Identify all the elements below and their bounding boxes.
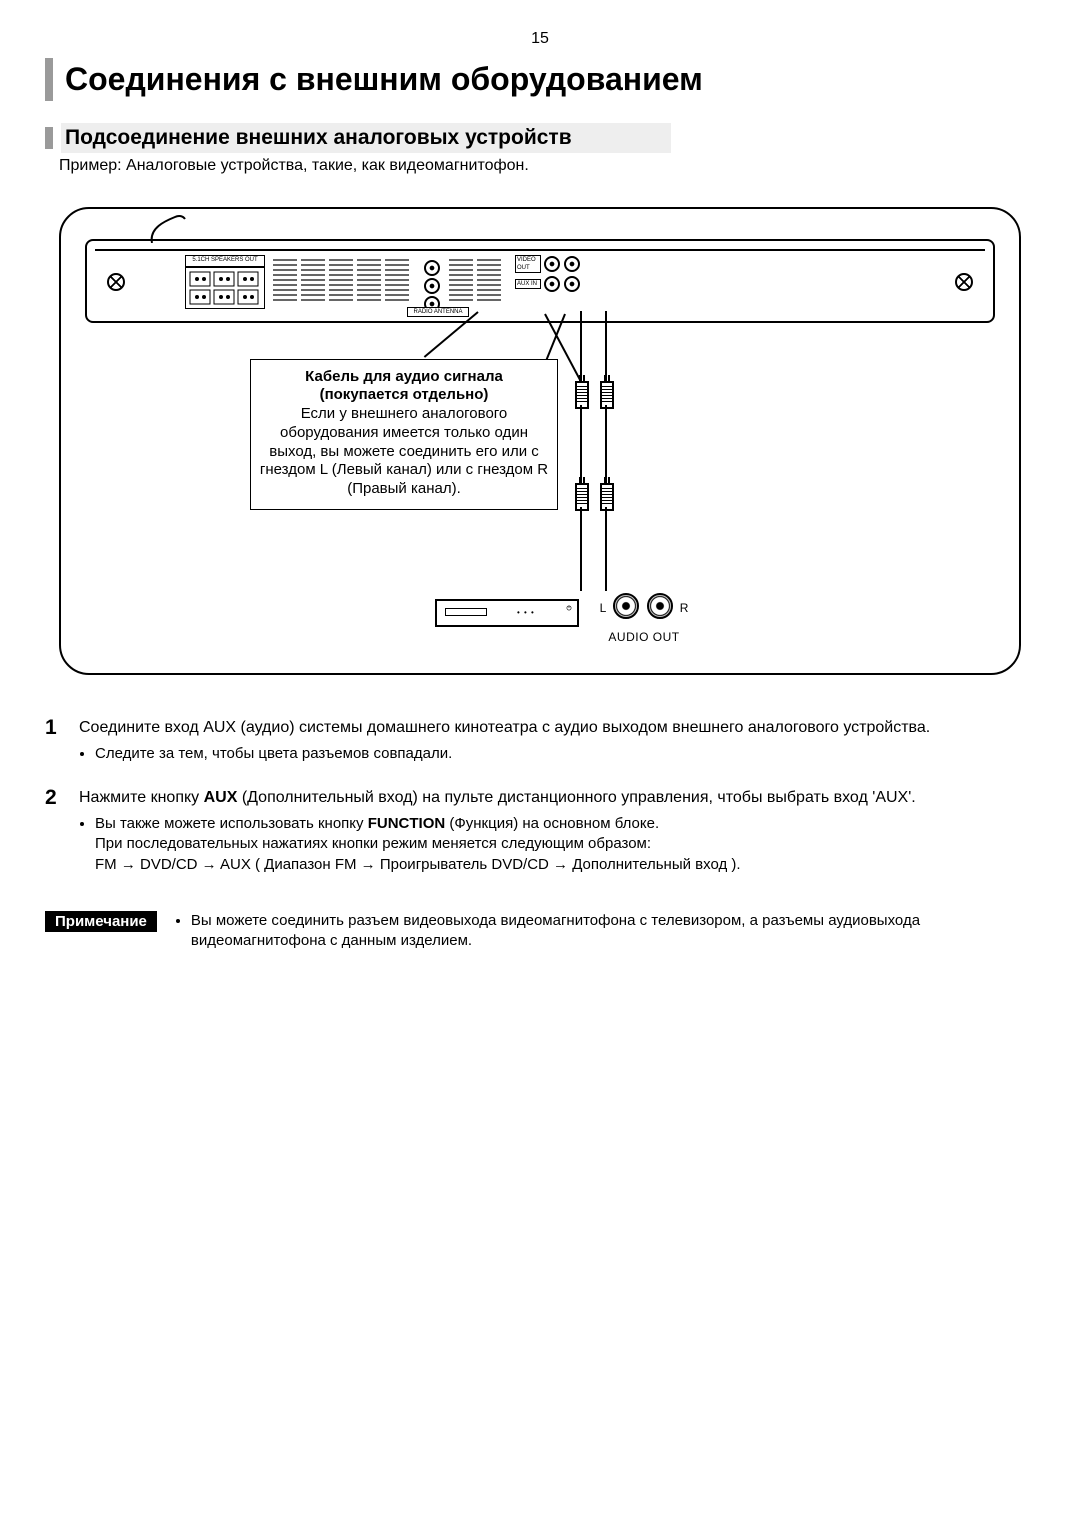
callout-title-2: (покупается отдельно) — [259, 386, 549, 405]
connection-diagram: 5.1CH SPEAKERS OUT — [59, 207, 1021, 675]
power-icon — [566, 605, 572, 611]
step-2-sequence: FM → DVD/CD → AUX ( Диапазон FM → Проигр… — [95, 856, 741, 873]
cable-plug-icon — [575, 381, 589, 409]
note-chip: Примечание — [45, 911, 157, 932]
cable-line — [605, 507, 607, 591]
callout-title-1: Кабель для аудио сигнала — [259, 368, 549, 387]
step-number: 2 — [45, 787, 79, 879]
external-device: • • • L R AUDIO OUT — [435, 599, 715, 637]
jack-icon — [564, 256, 580, 272]
step-2-text-b: (Дополнительный вход) на пульте дистанци… — [237, 789, 915, 806]
section-heading: Подсоединение внешних аналоговых устройс… — [45, 123, 1035, 153]
device-top-edge — [95, 239, 985, 251]
vcr-slot-icon — [445, 608, 487, 616]
page-title: Соединения с внешним оборудованием — [45, 58, 1035, 101]
rca-jack-left-icon — [613, 593, 639, 619]
aux-in-label: AUX IN — [515, 279, 541, 289]
section-accent-bar — [45, 127, 53, 149]
section-title: Подсоединение внешних аналоговых устройс… — [61, 123, 671, 153]
step-body: Нажмите кнопку AUX (Дополнительный вход)… — [79, 787, 1035, 879]
vent-grille — [273, 259, 409, 301]
function-bold: FUNCTION — [368, 815, 446, 832]
step-1-bullet: Следите за тем, чтобы цвета разъемов сов… — [95, 744, 1035, 764]
steps-list: 1 Соедините вход AUX (аудио) системы дом… — [45, 717, 1035, 879]
cable-callout: Кабель для аудио сигнала (покупается отд… — [250, 359, 558, 510]
vcr-icon: • • • — [435, 599, 579, 627]
manual-page: 15 Соединения с внешним оборудованием По… — [0, 0, 1080, 996]
screw-icon — [955, 273, 973, 291]
note-body: Вы можете соединить разъем видеовыхода в… — [175, 911, 1035, 952]
cable-plug-icon — [575, 483, 589, 511]
step-number: 1 — [45, 717, 79, 769]
vent-grille — [449, 259, 501, 301]
speaker-terminals — [185, 267, 265, 309]
note-bullet: Вы можете соединить разъем видеовыхода в… — [191, 911, 1035, 952]
terminals-icon — [186, 268, 264, 308]
step-1-text: Соедините вход AUX (аудио) системы домаш… — [79, 719, 930, 736]
audio-out-panel: L R AUDIO OUT — [590, 593, 698, 646]
note-block: Примечание Вы можете соединить разъем ви… — [45, 911, 1035, 952]
cable-line — [580, 507, 582, 591]
video-out-label: VIDEO OUT — [515, 255, 541, 273]
right-label: R — [680, 600, 689, 616]
radio-antenna-label: RADIO ANTENNA — [407, 307, 469, 317]
cable-diagram-area: Кабель для аудио сигнала (покупается отд… — [85, 323, 995, 653]
jack-icon — [544, 256, 560, 272]
antenna-jacks — [423, 259, 441, 313]
main-unit-rear: 5.1CH SPEAKERS OUT — [85, 239, 995, 323]
left-label: L — [600, 600, 607, 616]
aux-in-left-jack — [544, 276, 560, 292]
cable-line — [605, 311, 607, 381]
cable-line — [605, 405, 607, 483]
screw-icon — [107, 273, 125, 291]
cable-line — [580, 311, 582, 381]
av-jack-block: VIDEO OUT AUX IN — [515, 255, 581, 313]
step-2-bullet-1: Вы также можете использовать кнопку FUNC… — [95, 814, 1035, 875]
step-1: 1 Соедините вход AUX (аудио) системы дом… — [45, 717, 1035, 769]
callout-body: Если у внешнего аналогового оборудования… — [259, 405, 549, 499]
jack-icon — [424, 278, 440, 294]
cable-plug-icon — [600, 483, 614, 511]
cable-line — [580, 405, 582, 483]
rca-jack-right-icon — [647, 593, 673, 619]
step-2: 2 Нажмите кнопку AUX (Дополнительный вхо… — [45, 787, 1035, 879]
page-number: 15 — [45, 28, 1035, 50]
jack-icon — [424, 260, 440, 276]
example-text: Пример: Аналоговые устройства, такие, ка… — [59, 155, 1035, 177]
speakers-out-label: 5.1CH SPEAKERS OUT — [185, 255, 265, 267]
step-2-text-a: Нажмите кнопку — [79, 789, 204, 806]
step-2-line-2: При последовательных нажатиях кнопки реж… — [95, 835, 651, 852]
cable-plug-icon — [600, 381, 614, 409]
audio-out-label: AUDIO OUT — [590, 629, 698, 645]
vcr-buttons-icon: • • • — [517, 611, 535, 615]
aux-bold: AUX — [204, 789, 238, 806]
aux-in-right-jack — [564, 276, 580, 292]
power-cord-icon — [147, 213, 187, 243]
step-body: Соедините вход AUX (аудио) системы домаш… — [79, 717, 1035, 769]
